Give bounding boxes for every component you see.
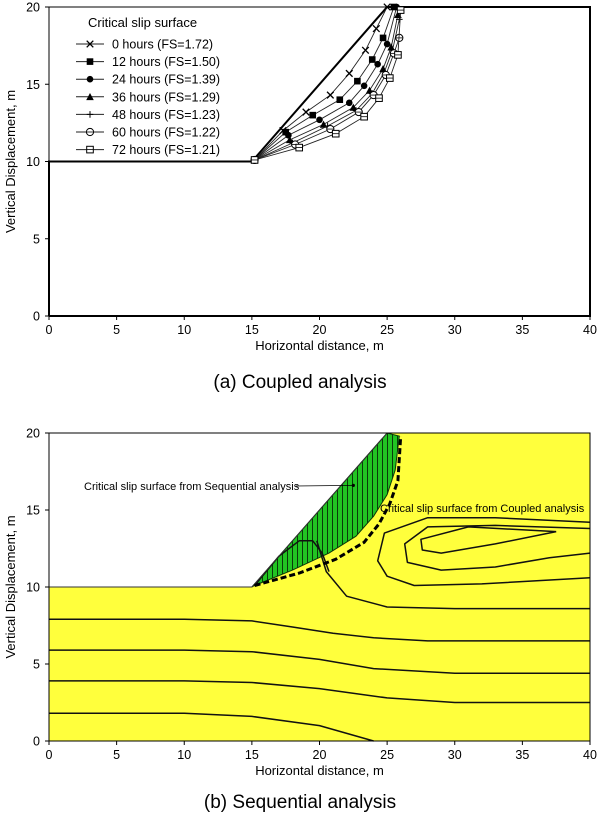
slip-surface-line — [254, 19, 400, 161]
x-axis-label: Horizontal distance, m — [255, 763, 384, 778]
x-axis-label: Horizontal distance, m — [255, 338, 384, 353]
marker-triangle-filled — [86, 93, 94, 101]
y-tick-label: 10 — [26, 581, 40, 595]
legend-label: 60 hours (FS=1.22) — [112, 126, 220, 140]
marker-triangle-filled — [349, 103, 358, 111]
y-tick-label: 20 — [26, 427, 40, 441]
annotation-sequential-point — [351, 483, 355, 487]
marker-square-filled — [86, 58, 94, 65]
marker-x — [345, 69, 354, 78]
x-tick-label: 15 — [245, 748, 259, 762]
marker-square-filled — [354, 77, 361, 85]
marker-square-filled — [336, 96, 344, 103]
y-tick-label: 10 — [26, 155, 40, 169]
legend-label: 36 hours (FS=1.29) — [112, 90, 220, 104]
marker-square-filled — [282, 128, 289, 136]
marker-circle-filled — [383, 40, 391, 48]
x-tick-label: 20 — [313, 748, 327, 762]
x-tick-label: 25 — [380, 748, 394, 762]
marker-x — [326, 91, 335, 99]
slip-surface-line — [254, 10, 402, 161]
legend-label: 72 hours (FS=1.21) — [112, 143, 220, 157]
marker-circle-filled — [345, 99, 353, 107]
x-tick-label: 35 — [515, 323, 529, 337]
marker-circle-filled — [316, 116, 323, 124]
marker-square-filled — [379, 34, 387, 42]
y-tick-label: 15 — [26, 78, 40, 92]
x-tick-label: 10 — [177, 748, 191, 762]
y-tick-label: 5 — [33, 658, 40, 672]
y-axis-label: Vertical Displacement, m — [3, 90, 18, 233]
marker-square-filled — [368, 56, 376, 63]
annotation-sequential-leader — [295, 484, 354, 487]
soil-domain — [49, 433, 590, 741]
x-tick-label: 0 — [46, 748, 53, 762]
coupled-analysis-panel: 0 5 10 15 20 25 30 35 40 0 5 10 15 20 Horizontal dista… — [0, 0, 600, 410]
marker-circle-filled — [360, 82, 368, 90]
annotation-coupled: Critical slip surface from Coupled analy… — [380, 503, 585, 515]
marker-x — [372, 24, 381, 33]
y-tick-label: 15 — [26, 504, 40, 518]
legend-label: 0 hours (FS=1.72) — [112, 38, 213, 52]
contour-line-0 — [49, 712, 374, 742]
x-tick-label: 30 — [448, 748, 462, 762]
contour-line-4 — [316, 540, 590, 610]
marker-circle-filled — [285, 131, 292, 139]
x-tick-label: 40 — [583, 323, 597, 337]
y-tick-label: 20 — [26, 1, 40, 15]
contour-line-1 — [49, 680, 590, 704]
x-tick-label: 5 — [113, 748, 120, 762]
contour-line-5 — [376, 516, 591, 587]
x-tick-label: 0 — [46, 323, 53, 337]
x-tick-label: 15 — [245, 323, 259, 337]
slip-surface-line — [254, 6, 388, 161]
marker-x — [302, 108, 310, 116]
marker-triangle-filled — [394, 10, 402, 19]
x-tick-label: 25 — [380, 323, 394, 337]
marker-x — [383, 3, 391, 11]
annotation-sequential: Critical slip surface from Sequential an… — [84, 481, 300, 493]
legend: Critical slip surface 0 hours (FS=1.72) 12… — [76, 15, 220, 157]
marker-square-filled — [309, 111, 317, 119]
slip-surface-line — [254, 14, 399, 161]
sequential-analysis-panel: 0 5 10 15 20 25 30 35 40 0 5 10 15 20 Horizontal dista… — [0, 418, 600, 828]
marker-circle-filled — [374, 60, 381, 68]
x-tick-label: 20 — [313, 323, 327, 337]
contour-line-7 — [420, 526, 557, 554]
marker-triangle-filled — [285, 136, 294, 144]
legend-label: 48 hours (FS=1.23) — [112, 108, 220, 122]
caption-coupled: (a) Coupled analysis — [213, 372, 387, 393]
marker-circle-filled — [86, 75, 94, 83]
x-tick-label: 40 — [583, 748, 597, 762]
marker-x — [86, 40, 94, 48]
contour-line-3 — [49, 618, 590, 642]
x-tick-label: 10 — [177, 323, 191, 337]
coupled-slip-surface — [254, 436, 403, 587]
y-tick-label: 0 — [33, 735, 40, 749]
legend-label: 24 hours (FS=1.39) — [112, 73, 220, 87]
y-tick-label: 0 — [33, 310, 40, 324]
slip-surface-line — [254, 6, 395, 161]
x-tick-label: 35 — [515, 748, 529, 762]
y-tick-label: 5 — [33, 232, 40, 246]
legend-title: Critical slip surface — [88, 15, 197, 30]
series-6 — [250, 6, 405, 164]
caption-sequential: (b) Sequential analysis — [203, 792, 397, 813]
legend-label: 12 hours (FS=1.50) — [112, 55, 220, 69]
y-axis-label: Vertical Displacement, m — [3, 515, 18, 658]
contour-line-2 — [49, 649, 590, 674]
x-tick-label: 5 — [113, 323, 120, 337]
contour-line-6 — [403, 524, 591, 571]
x-tick-label: 30 — [448, 323, 462, 337]
marker-x — [361, 46, 370, 55]
slope-profile — [48, 6, 591, 317]
slip-surface-line — [254, 6, 398, 161]
